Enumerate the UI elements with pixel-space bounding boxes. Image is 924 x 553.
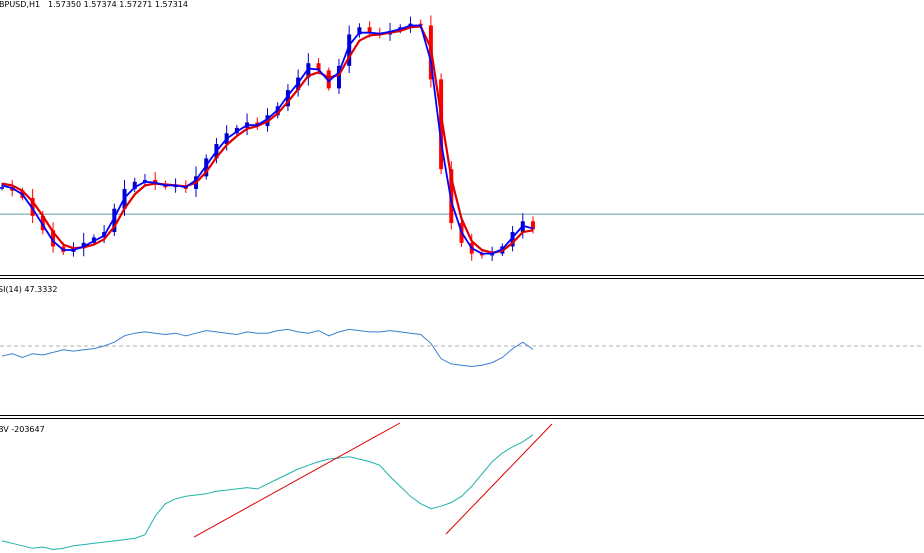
- obv-trendline-breakout: [445, 423, 553, 535]
- candle-body: [153, 179, 158, 184]
- candle-body: [40, 215, 45, 231]
- obv-pane[interactable]: BV -203647: [0, 422, 553, 551]
- pane-separator-bottom-line[interactable]: [0, 418, 924, 419]
- candle-body: [326, 70, 331, 89]
- ohlc-readout: 1.57350 1.57374 1.57271 1.57314: [48, 0, 188, 9]
- obv-line: [1, 434, 534, 551]
- price-pane[interactable]: BPUSD,H1 1.57350 1.57374 1.57271 1.57314: [0, 0, 924, 262]
- candle-body: [132, 181, 137, 189]
- pane-separator-bottom-line[interactable]: [0, 278, 924, 279]
- fast-moving-average-line: [1, 24, 534, 255]
- candle-body: [51, 230, 56, 247]
- obv-trendline-rising: [193, 422, 401, 538]
- candle-body: [336, 65, 341, 89]
- candle-body: [531, 221, 535, 230]
- obv-label: BV -203647: [0, 425, 45, 434]
- candle-body: [316, 63, 321, 71]
- candle-body: [112, 208, 117, 233]
- candle-body: [418, 23, 423, 26]
- rsi-label: SI(14) 47.3332: [0, 285, 57, 294]
- candle-body: [357, 27, 362, 35]
- candle-body: [510, 232, 515, 247]
- symbol-label: BPUSD,H1: [0, 0, 40, 9]
- candle-body: [204, 158, 209, 177]
- candle-body: [347, 34, 352, 66]
- candle-body: [479, 253, 484, 256]
- candle-body: [285, 90, 290, 107]
- pane-separator-top-line[interactable]: [0, 275, 924, 276]
- rsi-line: [1, 328, 534, 368]
- candle-body: [0, 187, 4, 189]
- candle-body: [142, 179, 147, 182]
- candle-body: [490, 253, 495, 256]
- candle-body: [449, 169, 454, 224]
- candle-body: [30, 197, 35, 216]
- candle-body: [367, 27, 372, 33]
- candle-body: [439, 79, 444, 170]
- slow-moving-average-line: [1, 25, 534, 254]
- rsi-pane[interactable]: SI(14) 47.3332: [0, 285, 924, 368]
- candle-body: [306, 63, 311, 78]
- pane-separator-top-line[interactable]: [0, 415, 924, 416]
